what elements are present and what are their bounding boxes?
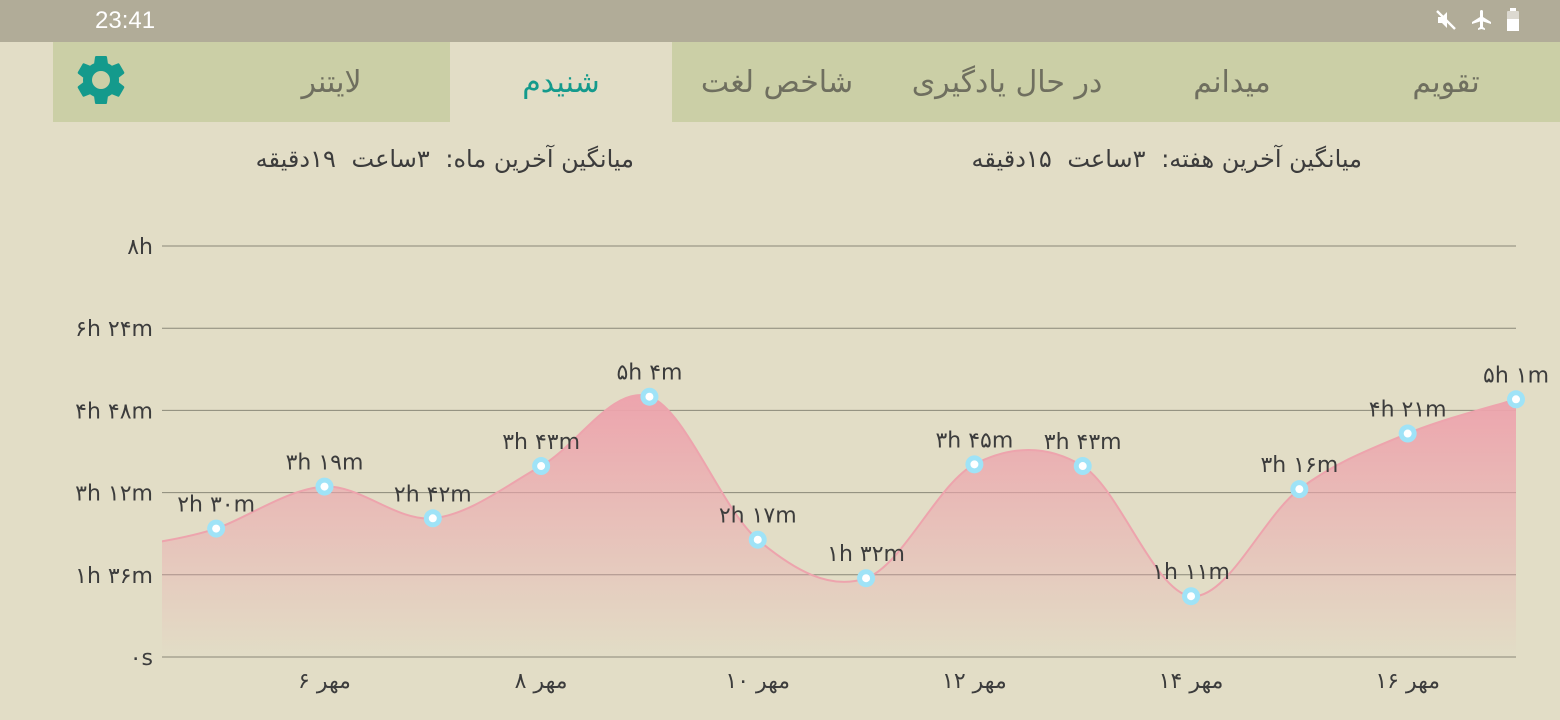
month-average-hours: ۳ساعت: [351, 145, 430, 173]
tab-calendar[interactable]: تقویم: [1412, 64, 1480, 100]
x-axis-labels: ۶ مهر ۸ مهر ۱۰ مهر ۱۲ مهر ۱۴ مهر ۱۶ مهر: [298, 669, 1440, 694]
airplane-icon: [1470, 8, 1494, 32]
data-label: ۱h ۳۲m: [827, 542, 905, 567]
data-label: ۳h ۱۹m: [286, 451, 364, 476]
week-average: میانگین آخرین هفته: ۳ساعت ۱۵دقیقه: [972, 145, 1363, 173]
data-label: ۵h ۴m: [616, 361, 682, 386]
status-time: 23:41: [95, 7, 156, 34]
data-point-center: [1403, 429, 1412, 438]
tab-word-index[interactable]: شاخص لغت: [700, 64, 854, 100]
data-point-center: [1512, 395, 1520, 404]
area-series: [162, 394, 1517, 657]
data-label: ۳h ۱۶m: [1260, 453, 1338, 478]
data-label: ۱h ۱۱m: [1152, 560, 1230, 585]
x-tick-label: ۶ مهر: [298, 669, 351, 694]
week-average-minutes: ۱۵دقیقه: [971, 145, 1052, 173]
data-point-center: [1295, 485, 1304, 494]
data-label: ۳h ۴۳m: [1044, 430, 1122, 455]
data-label: ۲h ۱۷m: [719, 504, 797, 529]
y-tick-label: ۶h ۲۴m: [75, 317, 153, 342]
data-points: ۲h ۳۰m ۳h ۱۹m ۲h ۴۲m ۳h ۴۳m ۵h ۴m ۲h ۱۷m ۱h ۳۲…: [177, 361, 1549, 606]
y-tick-label: ۸h: [127, 235, 153, 260]
month-average-minutes: ۱۹دقیقه: [255, 145, 336, 173]
tab-known[interactable]: میدانم: [1193, 64, 1271, 100]
x-tick-label: ۱۴ مهر: [1159, 669, 1224, 694]
data-point-center: [645, 392, 654, 401]
series-line: [162, 394, 1517, 598]
data-point-center: [862, 574, 871, 583]
data-point-center: [428, 514, 437, 523]
month-average: میانگین آخرین ماه: ۳ساعت ۱۹دقیقه: [256, 145, 634, 173]
mute-icon: [1434, 8, 1458, 32]
data-point-center: [970, 460, 979, 469]
data-point-center: [320, 482, 329, 491]
y-axis-labels: ۰s ۱h ۳۶m ۳h ۱۲m ۴h ۴۸m ۶h ۲۴m ۸h: [75, 235, 153, 671]
data-label: ۲h ۴۲m: [394, 482, 472, 507]
data-label: ۲h ۳۰m: [177, 493, 255, 518]
data-point-center: [753, 535, 762, 544]
data-point-center: [1187, 592, 1196, 601]
tab-learning[interactable]: در حال یادگیری: [911, 64, 1103, 100]
week-average-label: میانگین آخرین هفته:: [1161, 145, 1362, 173]
tab-bar: تقویم میدانم در حال یادگیری شاخص لغت شنی…: [53, 42, 1560, 122]
data-point-center: [1078, 462, 1087, 471]
gear-icon: [71, 50, 131, 114]
y-tick-label: ۰s: [130, 646, 153, 671]
data-point-center: [212, 524, 221, 533]
tab-heard[interactable]: شنیدم: [450, 42, 672, 122]
x-tick-label: ۸ مهر: [515, 669, 568, 694]
tab-leitner[interactable]: لایتنر: [301, 64, 362, 100]
area-fill: [162, 395, 1516, 657]
y-tick-label: ۳h ۱۲m: [75, 482, 153, 507]
y-tick-label: ۱h ۳۶m: [75, 564, 153, 589]
data-label: ۳h ۴۵m: [935, 428, 1013, 453]
data-label: ۴h ۲۱m: [1369, 398, 1447, 423]
x-tick-label: ۱۲ مهر: [942, 669, 1007, 694]
x-tick-label: ۱۰ مهر: [725, 669, 790, 694]
status-icons: [1434, 8, 1520, 32]
week-average-hours: ۳ساعت: [1067, 145, 1146, 173]
y-tick-label: ۴h ۴۸m: [75, 399, 153, 424]
settings-button[interactable]: [69, 50, 133, 114]
data-label: ۳h ۴۳m: [502, 430, 580, 455]
month-average-label: میانگین آخرین ماه:: [445, 145, 634, 173]
status-bar: 23:41: [0, 0, 1560, 42]
data-label: ۵h ۱m: [1483, 363, 1549, 388]
data-point-center: [537, 462, 546, 471]
battery-icon: [1506, 8, 1520, 32]
x-tick-label: ۱۶ مهر: [1375, 669, 1440, 694]
